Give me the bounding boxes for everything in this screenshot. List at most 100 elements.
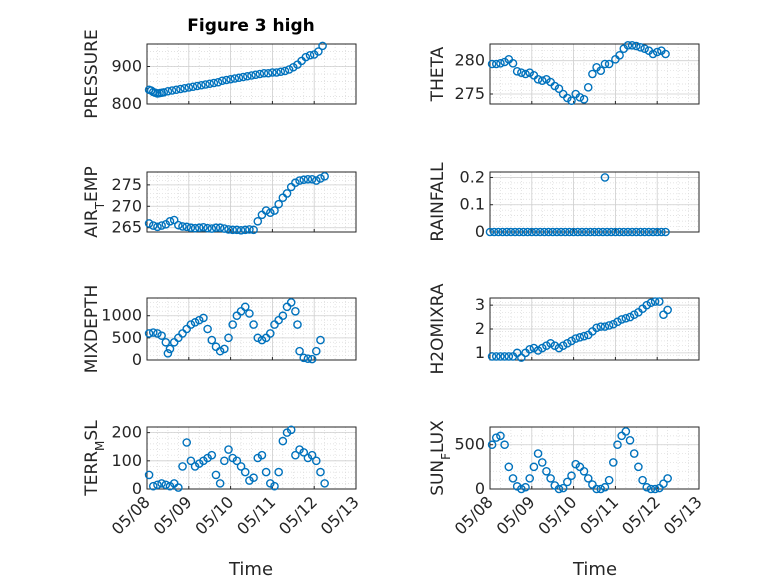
data-point bbox=[621, 427, 631, 436]
subplot-rainfall: 0 0.1 0.2 RAINFALL bbox=[428, 162, 700, 242]
data-point bbox=[188, 82, 198, 92]
data-point bbox=[489, 227, 499, 237]
data-point bbox=[247, 71, 256, 80]
y-tick-label: 0.1 bbox=[460, 195, 485, 214]
data-point bbox=[650, 484, 660, 494]
data-point bbox=[171, 85, 181, 95]
data-point bbox=[613, 440, 622, 450]
data-point bbox=[544, 227, 553, 237]
data-point bbox=[632, 227, 641, 237]
data-point bbox=[502, 227, 512, 237]
data-point bbox=[226, 74, 235, 84]
y-tick-label: 0.2 bbox=[460, 167, 485, 186]
data-point bbox=[625, 312, 635, 322]
x-tick-label: 05/13 bbox=[317, 492, 363, 538]
data-point bbox=[652, 227, 662, 237]
data-point bbox=[293, 320, 302, 329]
data-point bbox=[224, 225, 233, 234]
data-point bbox=[525, 344, 535, 354]
y-tick-label: 265 bbox=[111, 218, 142, 237]
y-tick-label: 280 bbox=[454, 51, 485, 70]
data-point bbox=[663, 474, 672, 483]
data-point bbox=[203, 223, 212, 233]
data-point bbox=[533, 75, 543, 84]
data-point bbox=[245, 225, 254, 234]
y-tick-label: 0 bbox=[475, 222, 485, 241]
y-tick-label: 275 bbox=[111, 175, 142, 194]
data-point bbox=[604, 321, 614, 330]
data-point bbox=[232, 225, 242, 235]
data-point bbox=[318, 41, 327, 51]
y-tick-label: 2 bbox=[475, 319, 485, 338]
data-point bbox=[220, 456, 229, 466]
data-point bbox=[280, 66, 290, 76]
data-point bbox=[197, 80, 206, 90]
data-point bbox=[504, 462, 514, 472]
data-point bbox=[596, 484, 606, 494]
data-point bbox=[581, 227, 591, 237]
data-point bbox=[311, 456, 321, 466]
data-point bbox=[554, 84, 564, 93]
data-point bbox=[253, 216, 263, 226]
data-point bbox=[646, 484, 656, 494]
data-point bbox=[590, 227, 599, 237]
data-point bbox=[236, 462, 246, 471]
data-point bbox=[560, 227, 570, 237]
data-point bbox=[519, 227, 528, 237]
data-point bbox=[303, 354, 313, 363]
data-point bbox=[303, 174, 313, 184]
data-point bbox=[567, 336, 576, 346]
data-point bbox=[552, 227, 562, 237]
y-axis-label: RAINFALL bbox=[428, 162, 448, 242]
data-point bbox=[240, 225, 250, 235]
data-point bbox=[301, 52, 311, 62]
data-point bbox=[157, 479, 166, 488]
data-point bbox=[537, 343, 547, 353]
axes-box bbox=[146, 297, 357, 361]
data-point bbox=[600, 59, 610, 69]
data-point bbox=[487, 440, 497, 450]
data-point bbox=[567, 96, 576, 105]
data-point bbox=[299, 448, 309, 457]
data-point bbox=[506, 227, 516, 237]
data-point bbox=[537, 76, 547, 85]
x-tick-label: 05/12 bbox=[275, 492, 321, 538]
data-point bbox=[611, 227, 620, 237]
data-point bbox=[211, 223, 221, 233]
data-point bbox=[157, 221, 166, 230]
data-point bbox=[508, 474, 518, 483]
axes-box bbox=[489, 426, 700, 490]
data-point bbox=[533, 449, 543, 458]
data-point bbox=[500, 440, 509, 450]
y-tick-label: 0 bbox=[132, 350, 142, 369]
data-point bbox=[627, 41, 637, 50]
data-point bbox=[496, 352, 505, 361]
data-point bbox=[529, 343, 539, 353]
data-point bbox=[598, 227, 608, 237]
data-point bbox=[144, 219, 154, 228]
data-point bbox=[623, 227, 633, 237]
data-point bbox=[228, 225, 237, 235]
y-tick-label: 900 bbox=[111, 57, 142, 76]
data-point bbox=[153, 480, 162, 490]
y-tick-label: 3 bbox=[475, 295, 485, 314]
data-point bbox=[563, 477, 572, 487]
data-point bbox=[211, 470, 221, 480]
axes-box bbox=[146, 426, 357, 490]
data-point bbox=[270, 481, 279, 491]
data-point bbox=[577, 227, 587, 237]
data-point bbox=[311, 346, 321, 356]
data-point bbox=[299, 353, 309, 363]
data-point bbox=[554, 343, 564, 353]
data-point bbox=[548, 227, 558, 237]
data-point bbox=[654, 297, 664, 306]
data-point bbox=[579, 466, 589, 476]
data-point bbox=[266, 329, 275, 338]
data-point bbox=[504, 352, 514, 361]
data-point bbox=[148, 221, 158, 230]
y-tick-label: 270 bbox=[111, 196, 142, 215]
data-point bbox=[314, 47, 323, 56]
y-tick-label: 500 bbox=[111, 328, 142, 347]
data-point bbox=[305, 50, 315, 60]
